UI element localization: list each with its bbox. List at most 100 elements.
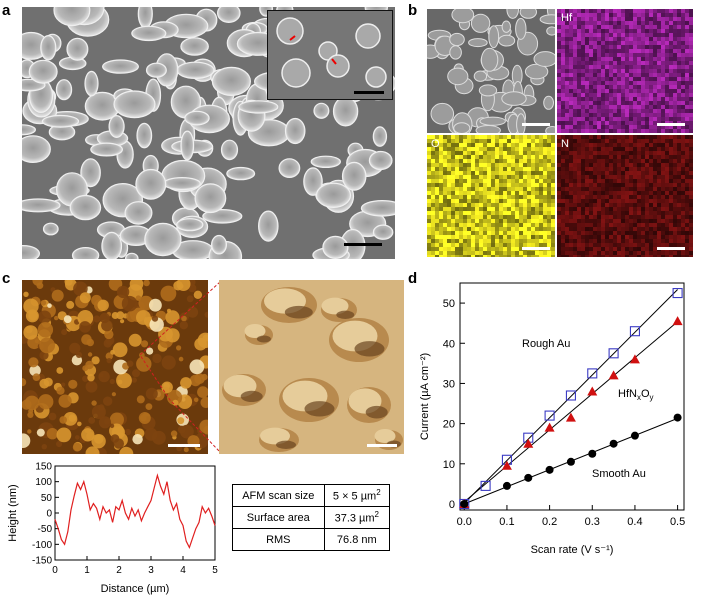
eds-sem-texture	[427, 9, 555, 133]
x-tick-label: 0.5	[670, 516, 685, 528]
smooth-au-point	[630, 431, 639, 440]
table-cell-value: 37.3 µm2	[323, 506, 391, 529]
x-tick-label: 0.2	[542, 516, 557, 528]
panel-label-a: a	[2, 2, 11, 19]
y-tick-label: -100	[32, 540, 52, 551]
afm-3d-image	[219, 280, 404, 454]
hfnxoy-point	[565, 412, 576, 422]
zoom-indicator	[139, 281, 221, 453]
x-axis-label: Scan rate (V s⁻¹)	[531, 544, 614, 556]
y-tick-label: 150	[35, 462, 52, 473]
x-tick-label: 0.4	[627, 516, 642, 528]
hfnxoy-point	[544, 422, 555, 432]
annotation-smooth-au: Smooth Au	[592, 468, 646, 480]
sem-image	[22, 7, 395, 259]
x-tick-label: 3	[148, 565, 154, 576]
y-axis-label: Current (µA cm⁻²)	[419, 353, 431, 440]
eds-label-n: N	[561, 138, 569, 150]
afm-scale-bar	[168, 444, 200, 447]
x-tick-label: 0.0	[457, 516, 472, 528]
inset-scale-bar	[354, 91, 384, 94]
y-tick-label: -150	[32, 556, 52, 567]
y-tick-label: 50	[443, 298, 455, 310]
y-tick-label: 50	[41, 493, 53, 504]
table-cell-value: 5 × 5 µm2	[323, 484, 391, 507]
smooth-au-point	[524, 473, 533, 482]
hfnxoy-point	[672, 316, 683, 326]
sem-inset-texture	[268, 11, 392, 99]
eds-label-hf: Hf	[561, 12, 572, 24]
x-tick-label: 0	[52, 565, 58, 576]
table-cell-value: 76.8 nm	[323, 528, 391, 551]
rough-au-point	[629, 326, 640, 337]
rough-au-point	[565, 390, 576, 401]
x-tick-label: 5	[212, 565, 218, 576]
afm-height-image	[22, 280, 208, 454]
panel-label-b: b	[408, 2, 418, 19]
y-tick-label: 0	[46, 509, 52, 520]
profile-line	[54, 473, 216, 550]
eds-map-n: N	[557, 135, 693, 257]
x-tick-label: 1	[84, 565, 90, 576]
fit-line	[463, 289, 678, 504]
fit-line	[463, 321, 678, 503]
eds-label-o: O	[431, 138, 440, 150]
profile-axes-box	[54, 465, 216, 561]
hfnxoy-point	[523, 438, 534, 448]
y-tick-label: 30	[443, 378, 455, 390]
rough-au-point	[608, 348, 619, 359]
panel-label-d: d	[408, 270, 418, 287]
smooth-au-point	[588, 449, 597, 458]
eds-sem-scale-bar	[522, 123, 550, 126]
eds-map-o: O	[427, 135, 555, 257]
eds-sem-image	[427, 9, 555, 133]
eds-map-hf: Hf	[557, 9, 693, 133]
afm-3d-scale-bar	[367, 444, 397, 447]
table-row: Surface area 37.3 µm2	[232, 506, 391, 529]
o-map-texture	[427, 135, 555, 257]
x-tick-label: 0.1	[499, 516, 514, 528]
hfnxoy-point	[587, 386, 598, 396]
hfnxoy-point	[608, 370, 619, 380]
rough-au-point	[672, 287, 683, 299]
table-row: AFM scan size 5 × 5 µm2	[232, 484, 391, 507]
afm-3d-texture	[219, 280, 404, 454]
sem-scale-bar	[344, 243, 382, 246]
table-cell-label: Surface area	[232, 506, 325, 529]
table-cell-label: AFM scan size	[232, 484, 325, 507]
smooth-au-point	[673, 413, 682, 422]
hfnxoy-point	[501, 460, 512, 470]
chart-axes-box	[459, 282, 685, 511]
y-tick-label: 20	[443, 419, 455, 431]
x-axis-label: Distance (µm)	[101, 583, 170, 595]
rough-au-point	[587, 368, 598, 379]
smooth-au-point	[566, 457, 575, 466]
afm-height-texture	[22, 280, 208, 454]
afm-table: AFM scan size 5 × 5 µm2 Surface area 37.…	[232, 484, 391, 551]
current-vs-scan-rate-chart: 0 10 20 30 40 50 0.0 0.1 0.2 0.3 0.4 0.5 Rough Au HfN…	[419, 282, 685, 556]
hfnxoy-point	[629, 354, 640, 364]
annotation-hfnxoy: HfNxOy	[618, 388, 654, 402]
x-tick-label: 4	[180, 565, 186, 576]
panel-label-c: c	[2, 270, 11, 287]
y-tick-label: 40	[443, 338, 455, 350]
rough-au-point	[544, 410, 555, 421]
smooth-au-point	[545, 465, 554, 474]
x-tick-label: 0.3	[585, 516, 600, 528]
y-tick-label: 10	[443, 459, 455, 471]
smooth-au-point	[502, 481, 511, 490]
smooth-au-point	[609, 439, 618, 448]
y-tick-label: 0	[449, 499, 455, 511]
sem-inset	[267, 10, 393, 100]
o-scale-bar	[522, 247, 550, 250]
rough-au-point	[480, 480, 491, 491]
y-tick-label: 100	[35, 477, 52, 488]
table-cell-label: RMS	[232, 528, 325, 551]
hf-scale-bar	[657, 123, 685, 126]
n-map-texture	[557, 135, 693, 257]
x-tick-label: 2	[116, 565, 122, 576]
y-axis-label: Height (nm)	[7, 484, 19, 541]
y-tick-label: -50	[38, 524, 53, 535]
hf-map-texture	[557, 9, 693, 133]
